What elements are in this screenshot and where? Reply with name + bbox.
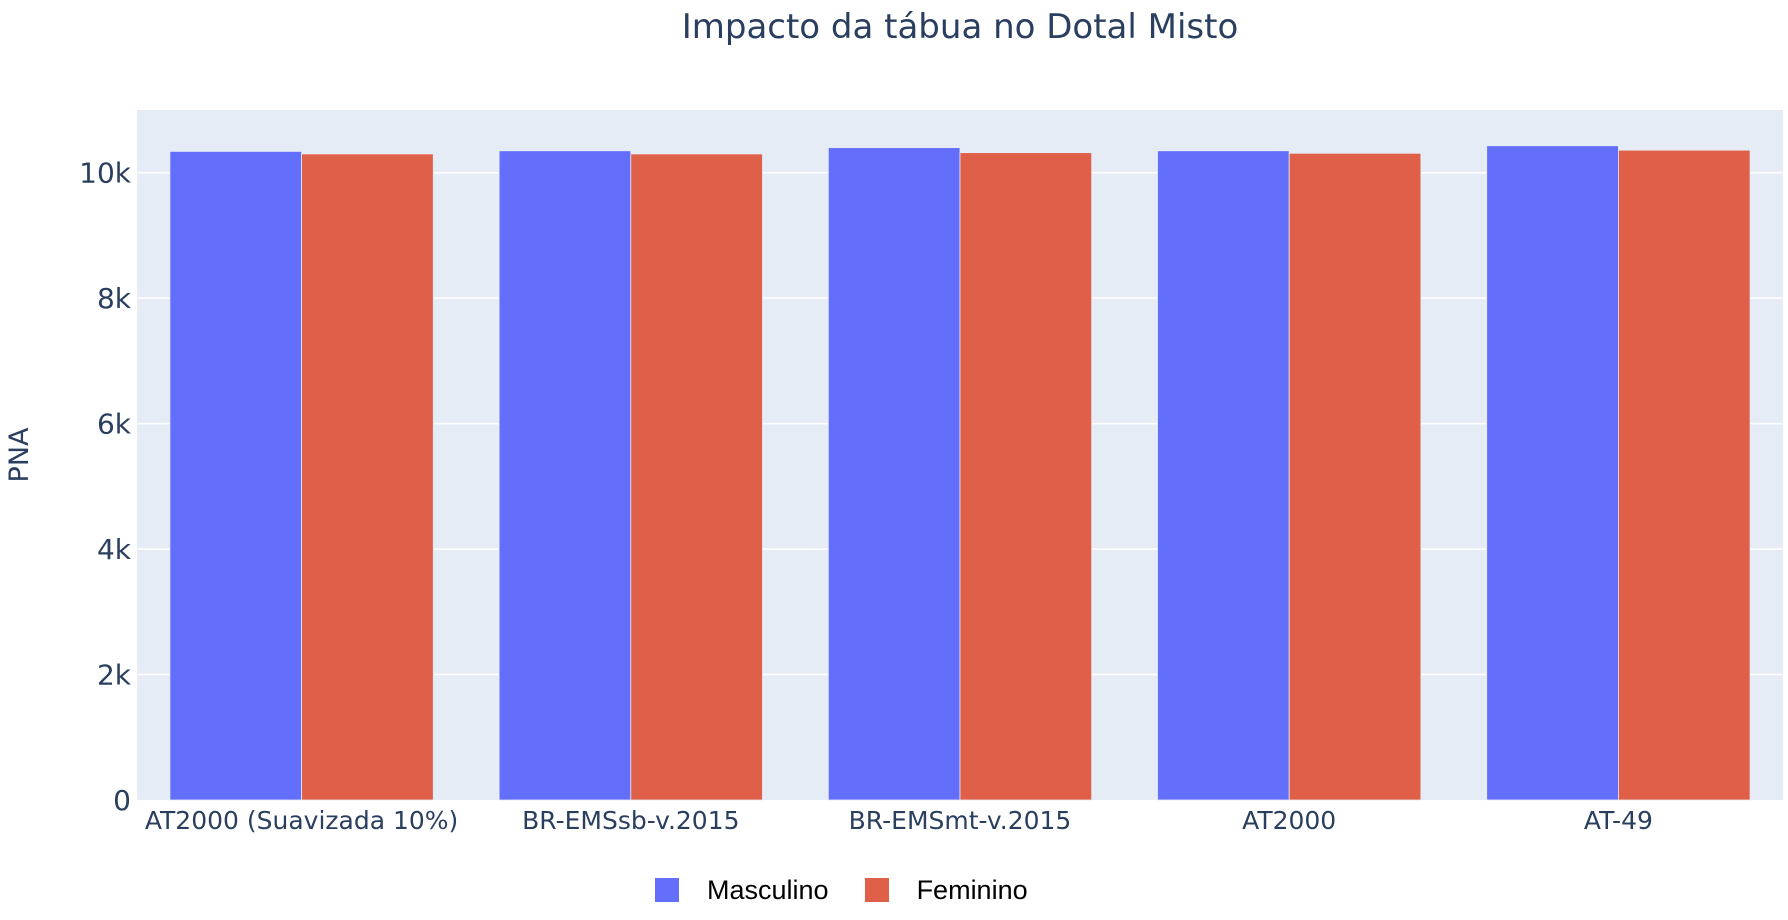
- bar-feminino-2[interactable]: [959, 152, 1093, 801]
- y-axis-label: PNA: [4, 427, 35, 482]
- legend-item-masculino[interactable]: Masculino: [655, 875, 829, 906]
- x-tick-label: AT2000 (Suavizada 10%): [145, 806, 458, 835]
- y-tick-label: 8k: [97, 282, 132, 315]
- bar-masculino-0[interactable]: [169, 150, 302, 801]
- legend-swatch-masculino: [655, 878, 679, 902]
- x-tick-label: AT-49: [1584, 806, 1653, 835]
- bar-feminino-0[interactable]: [301, 153, 434, 801]
- x-tick-label: BR-EMSsb-v.2015: [522, 806, 739, 835]
- bar-masculino-3[interactable]: [1157, 150, 1290, 801]
- x-tick-label: BR-EMSmt-v.2015: [849, 806, 1072, 835]
- chart-title: Impacto da tábua no Dotal Misto: [682, 7, 1239, 47]
- bar-feminino-4[interactable]: [1618, 149, 1751, 801]
- bar-feminino-1[interactable]: [630, 153, 763, 801]
- x-tick-labels: AT2000 (Suavizada 10%) BR-EMSsb-v.2015 BR-…: [145, 806, 1653, 835]
- legend: Masculino Feminino: [655, 870, 1064, 910]
- bars: [169, 145, 1751, 801]
- y-tick-label: 10k: [79, 157, 132, 190]
- y-tick-label: 2k: [97, 659, 132, 692]
- bar-feminino-3[interactable]: [1288, 152, 1422, 801]
- legend-label-masculino: Masculino: [707, 874, 829, 905]
- y-tick-labels: 0 2k 4k 6k 8k 10k: [79, 157, 132, 817]
- y-tick-label: 4k: [97, 533, 132, 566]
- bar-masculino-1[interactable]: [498, 150, 632, 801]
- y-tick-label: 6k: [97, 408, 132, 441]
- legend-label-feminino: Feminino: [916, 874, 1028, 905]
- bar-masculino-4[interactable]: [1486, 145, 1619, 801]
- bar-masculino-2[interactable]: [827, 147, 961, 801]
- y-tick-label: 0: [113, 784, 131, 817]
- legend-item-feminino[interactable]: Feminino: [864, 874, 1028, 906]
- x-tick-label: AT2000: [1242, 806, 1336, 835]
- legend-swatch-feminino: [864, 878, 889, 902]
